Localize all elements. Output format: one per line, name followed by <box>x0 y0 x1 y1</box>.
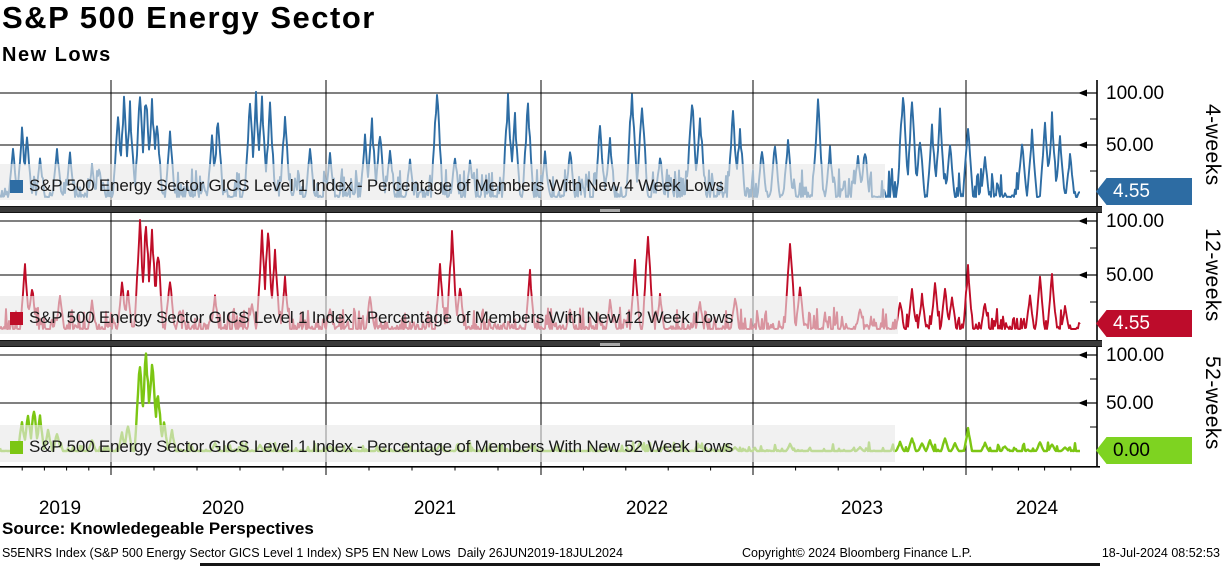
panel-axis-label-52-weeks: 52-weeks <box>1201 356 1224 450</box>
divider-drag-handle-icon[interactable] <box>600 209 620 212</box>
ytick-100: 100.00 <box>1106 211 1165 232</box>
year-label: 2020 <box>201 498 245 519</box>
year-label: 2024 <box>1015 498 1059 519</box>
ytick-50: 50.00 <box>1106 393 1154 414</box>
copyright-notice: Copyright© 2024 Bloomberg Finance L.P. <box>742 546 972 560</box>
legend-label: S&P 500 Energy Sector GICS Level 1 Index… <box>29 176 724 195</box>
year-label: 2022 <box>625 498 669 519</box>
panel-canvas-52-weeks[interactable] <box>0 347 1224 466</box>
legend-label: S&P 500 Energy Sector GICS Level 1 Index… <box>29 437 734 456</box>
panel-canvas-4-weeks[interactable] <box>0 80 1224 206</box>
page-title: S&P 500 Energy Sector <box>2 0 376 35</box>
panel-divider[interactable] <box>0 206 1102 213</box>
x-axis <box>0 466 1100 475</box>
panel-axis-label-12-weeks: 12-weeks <box>1201 228 1224 322</box>
last-value-tag-12-weeks: 4.55 <box>1096 310 1192 337</box>
ytick-100: 100.00 <box>1106 345 1165 366</box>
timestamp: 18-Jul-2024 08:52:53 <box>1101 546 1220 560</box>
window-edge-bar <box>200 563 1100 566</box>
legend-label: S&P 500 Energy Sector GICS Level 1 Index… <box>29 308 734 327</box>
last-value-tag-52-weeks: 0.00 <box>1096 437 1192 464</box>
panel-axis-label-4-weeks: 4-weeks <box>1201 104 1224 186</box>
ytick-50: 50.00 <box>1106 135 1154 156</box>
year-label: 2021 <box>413 498 457 519</box>
divider-drag-handle-icon[interactable] <box>600 343 620 346</box>
legend-52-weeks: S&P 500 Energy Sector GICS Level 1 Index… <box>10 437 733 457</box>
panel-divider[interactable] <box>0 340 1102 347</box>
panel-canvas-12-weeks[interactable] <box>0 213 1224 340</box>
ytick-100: 100.00 <box>1106 83 1165 104</box>
ticker-descriptor: S5ENRS Index (S&P 500 Energy Sector GICS… <box>2 546 623 560</box>
legend-swatch-icon <box>10 311 23 325</box>
year-label: 2019 <box>38 498 82 519</box>
legend-swatch-icon <box>10 179 23 193</box>
source-credit: Source: Knowledegeable Perspectives <box>2 519 314 538</box>
legend-swatch-icon <box>10 440 23 454</box>
last-value-tag-4-weeks: 4.55 <box>1096 178 1192 205</box>
ytick-50: 50.00 <box>1106 265 1154 286</box>
legend-12-weeks: S&P 500 Energy Sector GICS Level 1 Index… <box>10 308 733 328</box>
legend-4-weeks: S&P 500 Energy Sector GICS Level 1 Index… <box>10 176 724 196</box>
year-label: 2023 <box>840 498 884 519</box>
page-subtitle: New Lows <box>2 44 112 66</box>
